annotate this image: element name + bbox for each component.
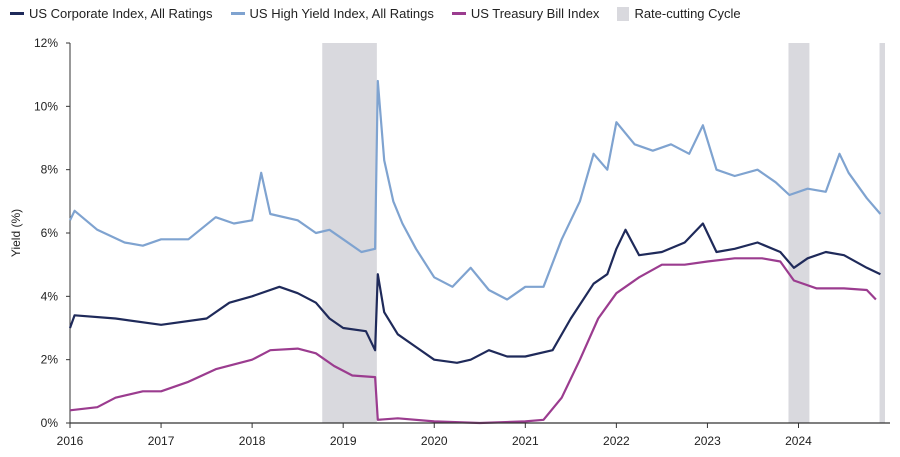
legend: US Corporate Index, All Ratings US High … — [10, 6, 741, 21]
legend-item-corporate: US Corporate Index, All Ratings — [10, 6, 213, 21]
legend-swatch — [230, 12, 245, 15]
y-tick-label: 8% — [41, 163, 59, 177]
legend-label: US High Yield Index, All Ratings — [249, 6, 434, 21]
y-tick-label: 6% — [41, 226, 59, 240]
x-tick-label: 2017 — [148, 434, 175, 448]
y-tick-label: 4% — [41, 289, 59, 303]
series-line-1 — [69, 79, 882, 301]
y-tick-label: 10% — [34, 99, 58, 113]
legend-item-rate-cutting: Rate-cutting Cycle — [617, 6, 741, 21]
y-tick-label: 12% — [34, 36, 58, 50]
legend-swatch — [617, 6, 630, 21]
legend-swatch — [451, 12, 466, 15]
series-line-2 — [69, 257, 877, 425]
x-tick-label: 2019 — [330, 434, 357, 448]
legend-item-high-yield: US High Yield Index, All Ratings — [230, 6, 434, 21]
series-line-0 — [68, 222, 881, 364]
x-tick-label: 2023 — [694, 434, 721, 448]
rate-cutting-band — [788, 43, 810, 423]
x-tick-label: 2018 — [239, 434, 266, 448]
rate-cutting-band — [322, 43, 377, 423]
x-tick-label: 2022 — [603, 434, 630, 448]
legend-swatch — [10, 12, 24, 15]
x-tick-label: 2020 — [421, 434, 448, 448]
y-tick-label: 0% — [41, 416, 59, 430]
y-tick-label: 2% — [41, 353, 59, 367]
x-tick-label: 2021 — [512, 434, 539, 448]
rate-cutting-band — [879, 43, 885, 423]
x-tick-label: 2024 — [785, 434, 812, 448]
y-axis-label: Yield (%) — [9, 209, 23, 257]
legend-label: Rate-cutting Cycle — [634, 6, 741, 21]
legend-label: US Corporate Index, All Ratings — [29, 6, 213, 21]
legend-item-tbill: US Treasury Bill Index — [451, 6, 600, 21]
x-tick-label: 2016 — [57, 434, 84, 448]
legend-label: US Treasury Bill Index — [470, 6, 600, 21]
